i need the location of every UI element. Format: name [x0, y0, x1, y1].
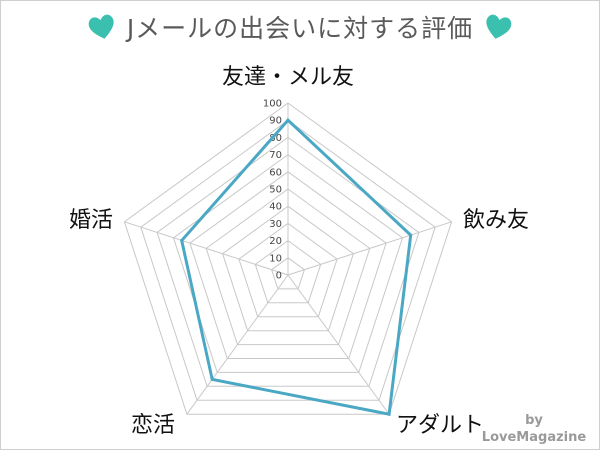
- grid-ring-20: [254, 239, 322, 304]
- grid-ring-80: [156, 136, 420, 387]
- radar-series: [180, 118, 413, 416]
- grid-ring-90: [140, 119, 436, 401]
- tick-label-30: 30: [269, 219, 282, 230]
- grid-spoke-4: [124, 221, 289, 276]
- tick-label-100: 100: [263, 99, 282, 110]
- series-point-1: [409, 233, 413, 237]
- heart-icon-right: [486, 14, 512, 39]
- grid-ring-60: [189, 171, 387, 359]
- grid-spoke-2: [287, 274, 390, 415]
- chart-title: Jメールの出会いに対する評価: [126, 14, 474, 43]
- series-point-4: [180, 239, 184, 242]
- credit-by: by: [525, 413, 543, 428]
- tick-label-20: 20: [269, 236, 282, 247]
- tick-label-80: 80: [269, 133, 282, 144]
- series-point-0: [286, 118, 290, 122]
- grid-ring-40: [222, 205, 354, 332]
- tick-label-10: 10: [269, 253, 282, 264]
- category-label-0: 友達・メル友: [222, 65, 354, 90]
- grid-spoke-3: [186, 274, 289, 415]
- credit: by LoveMagazine: [474, 412, 594, 446]
- tick-label-0: 0: [276, 271, 282, 282]
- grid-ring-50: [205, 188, 371, 346]
- grid-ring-100: [123, 102, 453, 415]
- tick-label-90: 90: [269, 116, 282, 127]
- category-label-3: 恋活: [131, 413, 175, 438]
- grid-ring-30: [238, 222, 338, 318]
- tick-label-70: 70: [269, 150, 282, 161]
- tick-label-40: 40: [269, 202, 282, 213]
- radar-tick-labels: 0 10 20 30 40 50 60 70 80 90 100: [263, 99, 282, 282]
- series-point-3: [210, 377, 214, 381]
- series-point-2: [387, 412, 391, 416]
- grid-ring-10: [271, 257, 305, 290]
- grid-ring-70: [172, 153, 404, 373]
- category-label-1: 飲み友: [463, 208, 529, 233]
- grid-spoke-1: [287, 221, 452, 276]
- radar-grid: [123, 102, 453, 415]
- title-row: Jメールの出会いに対する評価: [0, 6, 600, 48]
- series-line-0: [180, 118, 413, 416]
- credit-brand: LoveMagazine: [481, 430, 587, 445]
- category-label-2: アダルト: [396, 413, 484, 438]
- category-label-4: 婚活: [69, 208, 113, 233]
- tick-label-50: 50: [269, 185, 282, 196]
- heart-icon-left: [88, 14, 114, 39]
- tick-label-60: 60: [269, 167, 282, 178]
